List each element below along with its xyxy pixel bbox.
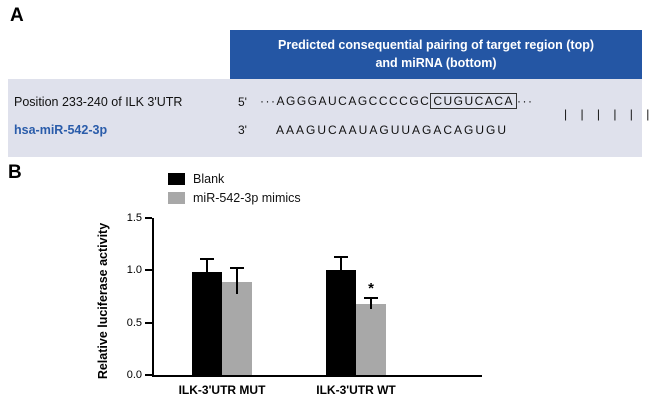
bar <box>222 281 252 375</box>
error-bar-stem <box>236 269 238 295</box>
bar-wrap <box>192 218 222 375</box>
legend-label-mimics: miR-542-3p mimics <box>193 191 301 205</box>
error-bar-stem <box>370 298 372 310</box>
legend-item-blank: Blank <box>168 172 301 186</box>
error-bar-cap <box>230 267 244 270</box>
position-label: Position 233-240 of ILK 3'UTR <box>14 95 183 109</box>
y-tick-label: 1.5 <box>126 212 142 224</box>
mirna-name: hsa-miR-542-3p <box>14 123 108 137</box>
five-prime-label: 5' <box>238 95 247 109</box>
panel-a-label: A <box>10 5 24 26</box>
y-tick-mark <box>145 321 152 324</box>
pairing-table-header: Predicted consequential pairing of targe… <box>230 30 642 79</box>
bar-wrap <box>222 218 252 375</box>
legend-label-blank: Blank <box>193 172 225 186</box>
legend-swatch-blank <box>168 173 185 185</box>
legend-item-mimics: miR-542-3p mimics <box>168 191 301 205</box>
bar-group-2: * <box>326 218 386 375</box>
y-tick-label: 0.5 <box>126 316 142 329</box>
x-category-label: ILK-3'UTR MUT <box>178 383 266 397</box>
bar-chart: Relative luciferase activity 0.0 0.5 1.0 1.… <box>60 210 500 405</box>
utr-sequence: ···AGGGAUCAGCCCCGC CUGUCACA ··· <box>260 93 534 109</box>
bar-wrap: * <box>356 218 386 375</box>
chart-legend: Blank miR-542-3p mimics <box>168 172 301 210</box>
error-bar-cap <box>200 257 214 260</box>
y-tick-labels: 0.0 0.5 1.0 1.5 <box>100 212 142 381</box>
bar <box>192 272 222 375</box>
y-tick-mark <box>145 217 152 219</box>
y-tick-mark <box>145 269 152 272</box>
three-prime-label: 3' <box>238 123 247 137</box>
plot-area: * <box>152 218 482 377</box>
bar-group-1 <box>192 218 252 375</box>
pairing-table: Predicted consequential pairing of targe… <box>8 30 649 157</box>
y-tick-marks <box>145 217 152 376</box>
utr-prefix-dots: ··· <box>260 94 277 108</box>
pairing-table-header-spacer <box>8 30 230 79</box>
error-bar-stem <box>340 257 342 283</box>
utr-seed-region: CUGUCACA <box>430 93 518 109</box>
mirna-sequence: AAAGUCAAUAGUUAGACAGUGU <box>276 123 509 137</box>
panel-b-label: B <box>8 162 22 183</box>
error-bar-cap <box>364 296 378 299</box>
utr-suffix-dots: ··· <box>517 94 534 108</box>
pairing-table-body: Position 233-240 of ILK 3'UTR hsa-miR-54… <box>8 79 649 157</box>
bar <box>356 303 386 375</box>
significance-marker: * <box>368 279 374 297</box>
utr-sequence-main: AGGGAUCAGCCCCGC <box>276 94 431 108</box>
legend-swatch-mimics <box>168 192 185 204</box>
bar-wrap <box>326 218 356 375</box>
x-category-label: ILK-3'UTR WT <box>316 383 396 397</box>
y-tick-mark <box>145 374 152 376</box>
pairing-bars: | | | | | | <box>564 107 650 121</box>
error-bar-cap <box>334 255 348 258</box>
bar <box>326 270 356 375</box>
error-bar-stem <box>206 259 208 285</box>
pairing-table-header-row: Predicted consequential pairing of targe… <box>8 30 642 79</box>
x-labels: ILK-3'UTR MUT ILK-3'UTR WT <box>154 383 482 397</box>
y-tick-label: 0.0 <box>126 369 142 381</box>
y-tick-label: 1.0 <box>126 264 142 277</box>
